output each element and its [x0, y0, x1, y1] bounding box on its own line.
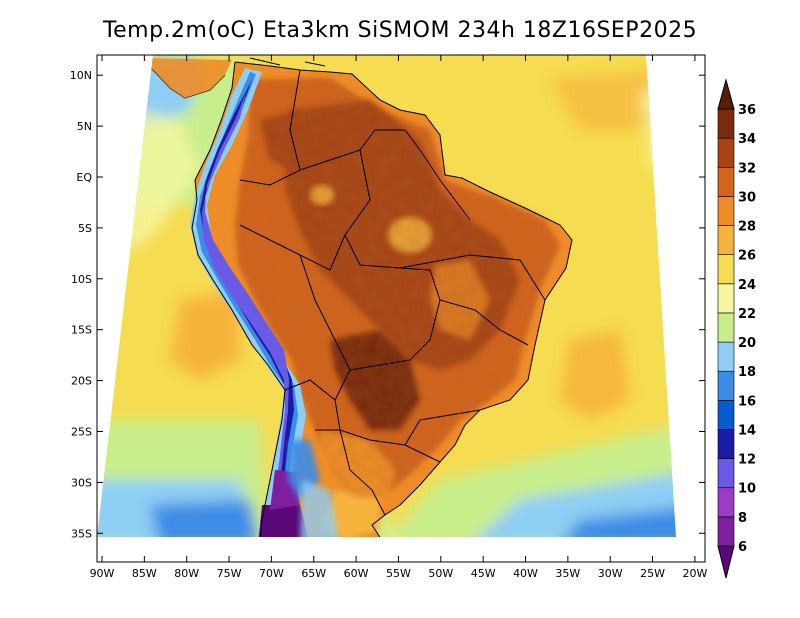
map-title: Temp.2m(oC) Eta3km SiSMOM 234h 18Z16SEP2… [102, 18, 698, 43]
colorbar-label: 16 [738, 394, 756, 409]
andes-cold-band [190, 68, 340, 537]
colorbar-segment [717, 370, 735, 401]
lon-tick-label: 45W [471, 567, 496, 580]
colorbar-segment [717, 283, 735, 314]
colorbar-label: 20 [738, 336, 756, 351]
plot-frame [96, 54, 706, 563]
lon-tick-label: 30W [598, 567, 623, 580]
lon-tick-label: 50W [428, 567, 453, 580]
colorbar-label: 8 [738, 511, 747, 526]
colorbar-segment [717, 225, 735, 255]
lat-tick-label: EQ [76, 171, 92, 184]
colorbar-segment [717, 458, 735, 489]
colorbar-label: 30 [738, 190, 756, 205]
lon-tick-label: 70W [259, 567, 284, 580]
lon-tick-label: 40W [513, 567, 538, 580]
colorbar-label: 6 [738, 540, 747, 555]
colorbar-segment [717, 429, 735, 459]
temperature-field [96, 54, 706, 563]
colorbar-label: 18 [738, 365, 756, 380]
lat-tick-label: 30S [71, 476, 92, 489]
colorbar-label: 26 [738, 249, 756, 264]
colorbar-segment [717, 166, 735, 197]
continent-land [192, 62, 572, 537]
colorbar-segment [717, 516, 735, 547]
colorbar: 6 8 10 12 14 16 18 20 22 24 26 28 30 32 34 36 [717, 78, 756, 579]
colorbar-segment [717, 108, 735, 139]
lon-tick-label: 25W [640, 567, 665, 580]
lat-tick-label: 35S [71, 527, 92, 540]
lat-tick-label: 25S [71, 426, 92, 439]
lon-tick-label: 60W [344, 567, 369, 580]
longitude-axis: 90W 85W 80W 75W 70W 65W 60W 55W 50W 45W 40W 35W 30W 2… [90, 55, 707, 580]
colorbar-segment [717, 196, 735, 226]
colorbar-label: 36 [738, 103, 756, 118]
colorbar-segment [717, 400, 735, 430]
colorbar-label: 28 [738, 220, 756, 235]
lon-tick-label: 20W [682, 567, 707, 580]
country-borders [191, 61, 573, 537]
colorbar-segment [717, 341, 735, 372]
central-america-land [140, 58, 232, 98]
lat-tick-label: 20S [71, 375, 92, 388]
colorbar-label: 32 [738, 161, 756, 176]
colorbar-label: 24 [738, 278, 756, 293]
lon-tick-label: 55W [386, 567, 411, 580]
lon-tick-label: 75W [217, 567, 242, 580]
lat-tick-label: 15S [71, 324, 92, 337]
colorbar-label: 34 [738, 132, 756, 147]
lat-tick-label: 10S [71, 273, 92, 286]
colorbar-label: 12 [738, 453, 756, 468]
colorbar-segment [717, 137, 735, 168]
colorbar-label: 14 [738, 423, 756, 438]
lon-tick-label: 85W [132, 567, 157, 580]
lat-tick-label: 10N [70, 69, 92, 82]
colorbar-segment [717, 487, 735, 518]
lon-tick-label: 65W [301, 567, 326, 580]
colorbar-segment [717, 312, 735, 343]
colorbar-max-arrow [717, 78, 735, 110]
colorbar-segment [717, 254, 735, 285]
colorbar-label: 22 [738, 307, 756, 322]
lon-tick-label: 90W [90, 567, 115, 580]
lon-tick-label: 35W [555, 567, 580, 580]
lat-tick-label: 5N [77, 120, 92, 133]
lat-tick-label: 5S [78, 222, 92, 235]
colorbar-min-arrow [717, 545, 735, 579]
lon-tick-label: 80W [174, 567, 199, 580]
latitude-axis: 10N 5N EQ 5S 10S 15S 20S 25S 30S 35S [70, 69, 705, 540]
colorbar-label: 10 [738, 482, 756, 497]
